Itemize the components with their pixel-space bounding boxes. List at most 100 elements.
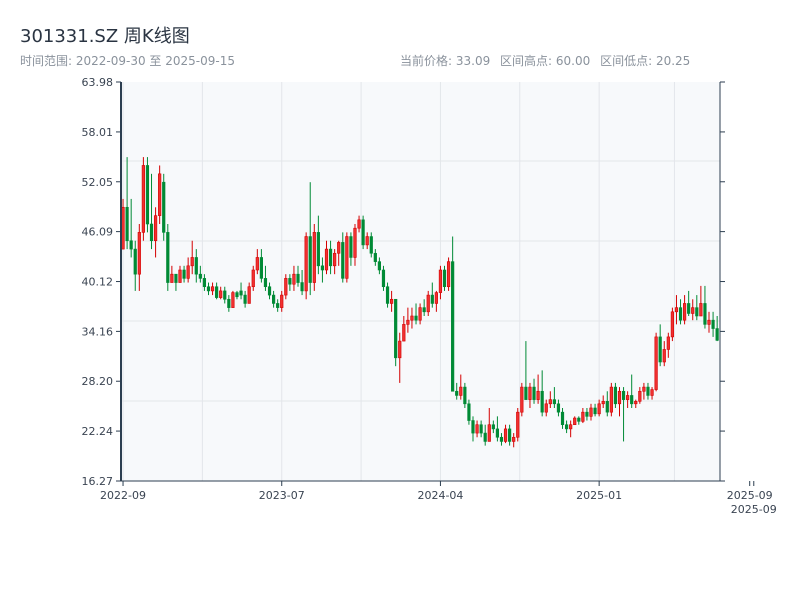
candle-down bbox=[320, 265, 325, 271]
candle-down bbox=[695, 307, 699, 317]
x-tick-label: 2022-09 bbox=[100, 489, 146, 502]
candle-up bbox=[544, 403, 548, 413]
candle-up bbox=[520, 386, 524, 413]
candle-down bbox=[455, 390, 459, 396]
candle-down bbox=[227, 298, 231, 308]
candle-up bbox=[365, 236, 369, 246]
x-tick-label: 2024-04 bbox=[417, 489, 463, 502]
candle-down bbox=[491, 424, 495, 430]
candle-up bbox=[528, 386, 532, 400]
candle-down bbox=[361, 219, 365, 246]
candle-down bbox=[125, 206, 129, 242]
candle-up bbox=[280, 294, 284, 308]
candle-up bbox=[357, 219, 361, 229]
candle-down bbox=[560, 411, 565, 426]
candle-down bbox=[276, 303, 280, 308]
candle-up bbox=[581, 411, 585, 422]
candle-down bbox=[430, 294, 434, 304]
candle-down bbox=[316, 232, 320, 267]
candle-down bbox=[328, 248, 333, 267]
candle-up bbox=[158, 173, 162, 216]
candle-up bbox=[324, 248, 329, 271]
y-tick-label: 58.01 bbox=[82, 126, 114, 139]
candle-up bbox=[569, 424, 573, 430]
candle-down bbox=[687, 303, 691, 314]
candle-down bbox=[235, 292, 239, 298]
candle-up bbox=[691, 307, 695, 314]
candle-down bbox=[308, 236, 312, 283]
candle-down bbox=[243, 294, 247, 304]
candle-up bbox=[141, 165, 145, 233]
candle-down bbox=[613, 386, 618, 405]
candle-down bbox=[381, 269, 386, 288]
candle-up bbox=[190, 257, 194, 267]
candle-down bbox=[414, 315, 418, 321]
candle-down bbox=[385, 286, 390, 304]
candle-down bbox=[300, 282, 304, 292]
candle-up bbox=[642, 386, 646, 392]
candle-down bbox=[263, 278, 268, 288]
y-tick-label: 40.12 bbox=[82, 276, 114, 289]
candle-down bbox=[296, 273, 300, 283]
y-tick-label: 63.98 bbox=[82, 76, 114, 89]
y-tick-label: 52.05 bbox=[82, 176, 114, 189]
candle-down bbox=[621, 390, 626, 400]
plot-background bbox=[121, 82, 720, 481]
candle-down bbox=[540, 390, 544, 413]
candle-up bbox=[634, 401, 638, 405]
candle-down bbox=[341, 242, 345, 279]
candle-up bbox=[121, 206, 125, 250]
candle-up bbox=[536, 390, 540, 400]
candle-down bbox=[552, 399, 556, 405]
candle-up bbox=[247, 286, 251, 304]
candle-up bbox=[650, 389, 654, 396]
candle-down bbox=[162, 181, 166, 233]
candle-down bbox=[206, 286, 211, 292]
candle-up bbox=[654, 336, 658, 390]
candle-down bbox=[202, 278, 207, 288]
candle-down bbox=[133, 248, 137, 275]
candle-down bbox=[585, 411, 589, 417]
y-tick-label: 46.09 bbox=[82, 226, 114, 239]
candle-up bbox=[231, 292, 235, 308]
candle-down bbox=[658, 336, 662, 363]
candle-down bbox=[198, 273, 202, 279]
candle-down bbox=[556, 403, 561, 413]
candle-down bbox=[605, 401, 609, 413]
candle-up bbox=[670, 311, 674, 338]
current-price: 当前价格: 33.09 bbox=[400, 54, 491, 68]
candle-up bbox=[304, 236, 308, 292]
candle-down bbox=[703, 303, 707, 325]
candle-up bbox=[251, 269, 255, 288]
candle-up bbox=[475, 424, 479, 434]
candle-up bbox=[219, 290, 223, 298]
candle-down bbox=[467, 403, 471, 421]
candle-down bbox=[129, 240, 133, 250]
candle-up bbox=[434, 292, 438, 304]
range-high: 区间高点: 60.00 bbox=[500, 54, 591, 68]
candle-up bbox=[512, 436, 516, 442]
candle-up bbox=[487, 424, 491, 442]
candle-up bbox=[589, 407, 593, 417]
candle-down bbox=[223, 290, 227, 300]
candle-down bbox=[182, 269, 186, 279]
candle-up bbox=[516, 411, 520, 438]
candle-up bbox=[662, 349, 666, 363]
price-stats: 当前价格: 33.09 区间高点: 60.00 区间低点: 20.25 bbox=[400, 52, 696, 69]
candle-up bbox=[682, 303, 687, 321]
candle-up bbox=[178, 269, 182, 283]
candle-up bbox=[153, 215, 158, 242]
candle-down bbox=[499, 436, 504, 442]
x-tick-label: 2023-07 bbox=[259, 489, 305, 502]
candle-down bbox=[166, 232, 170, 283]
candle-up bbox=[312, 232, 316, 283]
candle-down bbox=[524, 386, 528, 400]
candle-up bbox=[548, 399, 552, 405]
candle-down bbox=[442, 269, 447, 288]
candle-down bbox=[463, 386, 467, 405]
candle-down bbox=[451, 261, 455, 392]
candle-up bbox=[292, 273, 296, 285]
candle-up bbox=[438, 269, 443, 293]
candle-down bbox=[239, 290, 243, 296]
candle-up bbox=[353, 227, 357, 258]
